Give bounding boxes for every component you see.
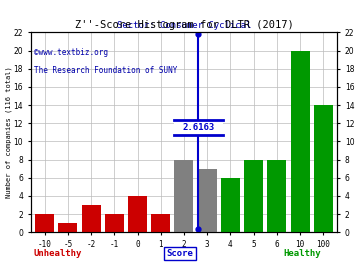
Bar	[175, 160, 193, 232]
Bar	[151, 214, 170, 232]
Bar	[221, 178, 240, 232]
Text: ©www.textbiz.org: ©www.textbiz.org	[34, 48, 108, 58]
Bar	[244, 160, 263, 232]
FancyBboxPatch shape	[174, 121, 222, 134]
Y-axis label: Number of companies (116 total): Number of companies (116 total)	[5, 66, 12, 198]
Bar	[82, 205, 100, 232]
Bar	[58, 223, 77, 232]
Bar	[267, 160, 286, 232]
Bar	[198, 169, 217, 232]
Bar	[128, 196, 147, 232]
Text: Score: Score	[167, 249, 193, 258]
Title: Z''-Score Histogram for DLTR (2017): Z''-Score Histogram for DLTR (2017)	[75, 20, 293, 30]
Text: 2.6163: 2.6163	[182, 123, 214, 132]
Text: Sector: Consumer Cyclical: Sector: Consumer Cyclical	[117, 21, 251, 31]
Text: Unhealthy: Unhealthy	[33, 249, 82, 258]
Bar	[105, 214, 124, 232]
Bar	[291, 50, 310, 232]
Bar	[35, 214, 54, 232]
Text: Healthy: Healthy	[284, 249, 321, 258]
Text: The Research Foundation of SUNY: The Research Foundation of SUNY	[34, 66, 177, 75]
Bar	[314, 105, 333, 232]
